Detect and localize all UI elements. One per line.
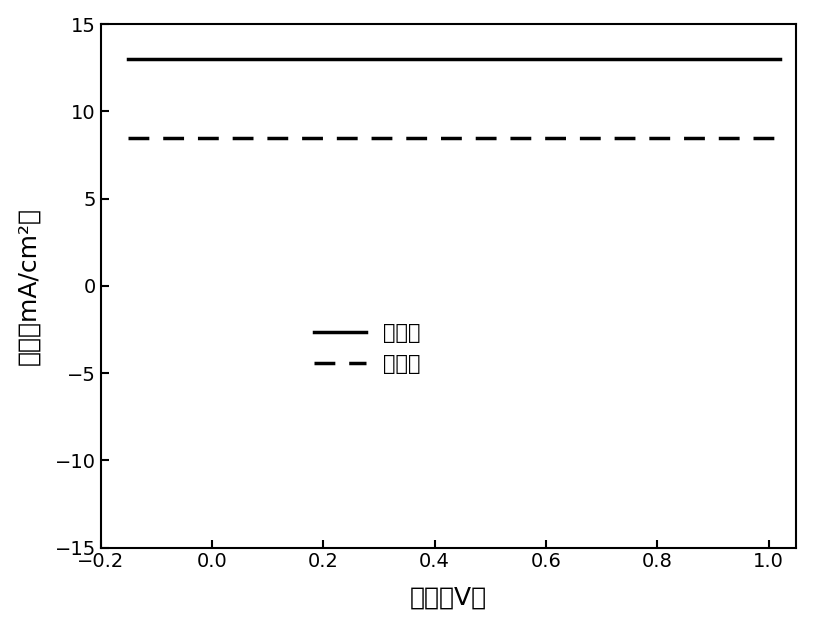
Legend: 修饰后, 修饰前: 修饰后, 修饰前 bbox=[306, 315, 428, 382]
修饰前 bbox=[769, 134, 779, 141]
修饰前 bbox=[289, 134, 299, 141]
修饰前 bbox=[415, 134, 425, 141]
修饰前 bbox=[610, 134, 620, 141]
修饰后 bbox=[775, 55, 785, 63]
Y-axis label: 电流（mA/cm²）: 电流（mA/cm²） bbox=[17, 207, 41, 365]
修饰后 bbox=[507, 55, 517, 63]
修饰前 bbox=[504, 134, 514, 141]
修饰前 bbox=[554, 134, 564, 141]
修饰前 bbox=[124, 134, 133, 141]
修饰后 bbox=[614, 55, 624, 63]
修饰后 bbox=[239, 55, 249, 63]
修饰后 bbox=[418, 55, 428, 63]
修饰前 bbox=[238, 134, 248, 141]
修饰后 bbox=[559, 55, 568, 63]
修饰后 bbox=[124, 55, 133, 63]
修饰后 bbox=[291, 55, 301, 63]
X-axis label: 电压（V）: 电压（V） bbox=[410, 585, 487, 609]
